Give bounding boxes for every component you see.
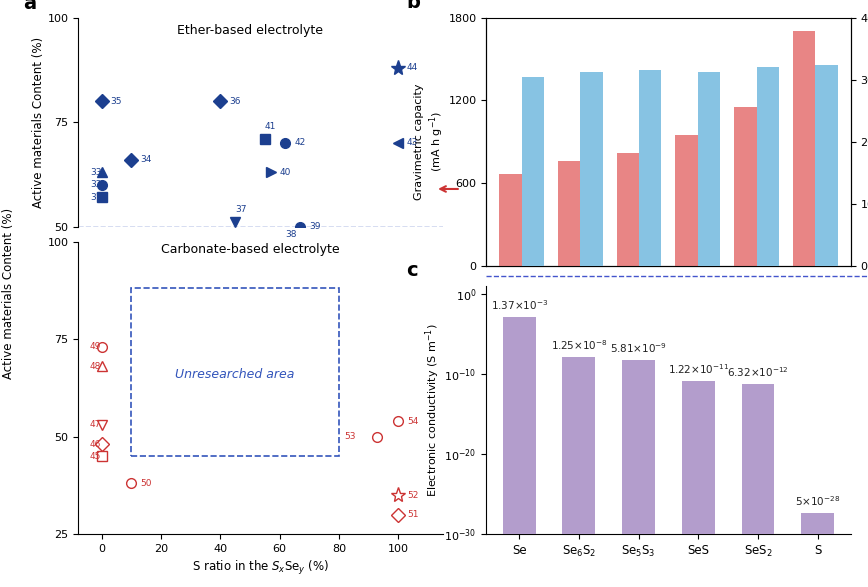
Text: 45: 45 [90, 451, 102, 461]
Y-axis label: Gravimetric capacity
(mA h g$^{-1}$): Gravimetric capacity (mA h g$^{-1}$) [414, 83, 445, 200]
Bar [682, 382, 714, 587]
Bar [581, 72, 602, 266]
Text: 46: 46 [90, 440, 102, 449]
Bar [698, 72, 720, 266]
Bar [675, 135, 698, 266]
Text: Carbonate-based electrolyte: Carbonate-based electrolyte [161, 244, 339, 257]
Text: 49: 49 [90, 342, 102, 352]
Text: 32: 32 [90, 180, 102, 189]
Text: 1.37×10$^{-3}$: 1.37×10$^{-3}$ [490, 298, 548, 312]
Bar [562, 357, 595, 587]
X-axis label: S ratio in the $S_x$Se$_y$ (%): S ratio in the $S_x$Se$_y$ (%) [192, 559, 329, 578]
Text: 6.32×10$^{-12}$: 6.32×10$^{-12}$ [727, 365, 789, 379]
Text: 53: 53 [345, 432, 356, 441]
Text: 35: 35 [111, 97, 122, 106]
Text: 37: 37 [235, 205, 247, 214]
Text: 31: 31 [90, 193, 102, 202]
Bar [622, 360, 655, 587]
Text: 40: 40 [279, 168, 291, 177]
Text: 44: 44 [407, 63, 418, 72]
Bar [734, 107, 757, 266]
Text: 52: 52 [407, 491, 418, 500]
Bar [558, 161, 581, 266]
Text: Unresearched area: Unresearched area [175, 367, 295, 381]
Text: 41: 41 [265, 122, 276, 131]
Text: 39: 39 [309, 222, 320, 231]
Text: 5.81×10$^{-9}$: 5.81×10$^{-9}$ [610, 341, 667, 355]
Text: 5×10$^{-28}$: 5×10$^{-28}$ [795, 494, 840, 508]
Text: c: c [406, 261, 418, 280]
Text: 36: 36 [229, 97, 240, 106]
Text: 48: 48 [90, 362, 102, 371]
Text: 1.22×10$^{-11}$: 1.22×10$^{-11}$ [667, 363, 729, 376]
Bar [741, 383, 774, 587]
Y-axis label: Active materials Content (%): Active materials Content (%) [31, 36, 44, 208]
Text: 33: 33 [90, 168, 102, 177]
Bar [499, 174, 522, 266]
Text: 34: 34 [141, 155, 152, 164]
Y-axis label: Electronic conductivity (S m$^{-1}$): Electronic conductivity (S m$^{-1}$) [423, 323, 442, 497]
Bar [617, 153, 639, 266]
Text: b: b [406, 0, 420, 12]
Text: 50: 50 [141, 479, 152, 488]
Text: 42: 42 [294, 139, 306, 147]
Bar [793, 32, 815, 266]
Text: Ether-based electrolyte: Ether-based electrolyte [177, 24, 323, 38]
Text: 38: 38 [286, 231, 297, 239]
Text: a: a [23, 0, 36, 14]
Text: 54: 54 [407, 417, 418, 426]
Text: Active materials Content (%): Active materials Content (%) [3, 208, 15, 379]
Bar [639, 70, 661, 266]
Text: 51: 51 [407, 510, 418, 519]
Bar [801, 512, 834, 587]
Bar [503, 317, 536, 587]
Bar [757, 68, 779, 266]
Text: 1.25×10$^{-8}$: 1.25×10$^{-8}$ [550, 339, 608, 352]
Bar [815, 65, 838, 266]
Bar [522, 76, 544, 266]
Text: 43: 43 [407, 139, 418, 147]
Bar [131, 288, 339, 456]
Text: 47: 47 [90, 420, 102, 430]
